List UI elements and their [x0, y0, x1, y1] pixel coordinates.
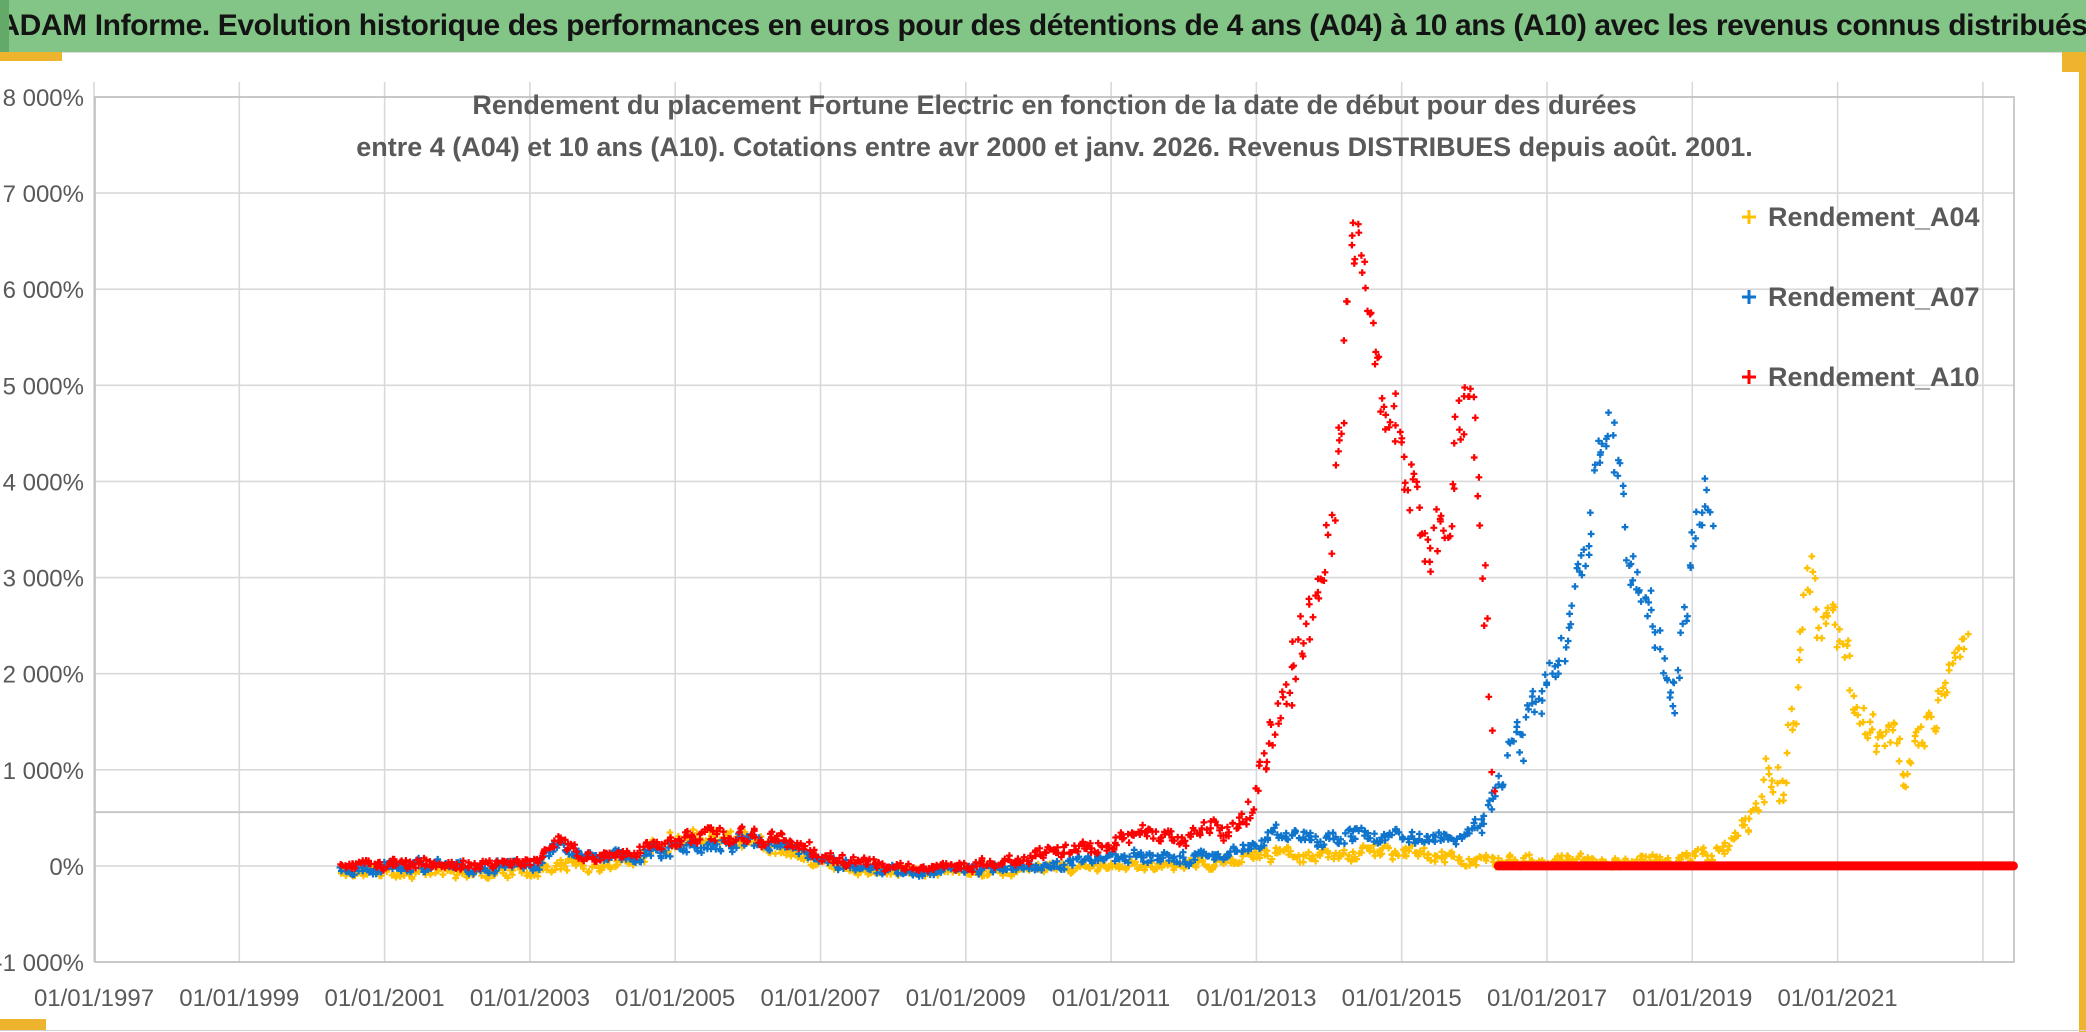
chart-title-line1: Rendement du placement Fortune Electric … — [472, 90, 1637, 120]
header-underline — [0, 52, 2086, 53]
plot-border — [94, 96, 2015, 963]
x-axis-label: 01/01/2007 — [760, 985, 880, 1012]
x-axis-label: 01/01/2009 — [906, 985, 1026, 1012]
y-axis-label: 3 000% — [3, 566, 84, 593]
plus-marker-icon — [1738, 288, 1760, 306]
y-axis-label: -1 000% — [0, 950, 84, 977]
x-axis-label: 01/01/2015 — [1342, 985, 1462, 1012]
plus-marker-icon — [1738, 368, 1760, 386]
header-left-accent — [0, 0, 9, 52]
y-axis-label: 7 000% — [3, 181, 84, 208]
chart-title-line2: entre 4 (A04) et 10 ans (A10). Cotations… — [356, 132, 1753, 162]
legend-item-label: Rendement_A07 — [1768, 281, 1980, 312]
y-axis-label: 1 000% — [3, 758, 84, 785]
x-axis-label: 01/01/2003 — [470, 985, 590, 1012]
chart-title: Rendement du placement Fortune Electric … — [95, 84, 2014, 168]
y-axis-label: 8 000% — [3, 85, 84, 112]
footer-yellow-accent — [0, 1019, 46, 1030]
x-axis-label: 01/01/2005 — [615, 985, 735, 1012]
x-axis-label: 01/01/2019 — [1632, 985, 1752, 1012]
legend-item-label: Rendement_A04 — [1768, 201, 1980, 232]
legend-item-Rendement_A10: Rendement_A10 — [1738, 360, 2068, 394]
header-yellow-accent — [0, 52, 62, 61]
x-axis-label: 01/01/2011 — [1052, 985, 1170, 1012]
x-axis-label: 01/01/1999 — [179, 985, 299, 1012]
legend-item-Rendement_A04: Rendement_A04 — [1738, 200, 2068, 234]
header-title: ADAM Informe. Evolution historique des p… — [0, 9, 2086, 42]
x-axis-label: 01/01/2013 — [1196, 985, 1316, 1012]
y-axis-label: 4 000% — [3, 469, 84, 496]
y-axis-label: 5 000% — [3, 373, 84, 400]
series-Rendement_A07 — [336, 409, 1717, 880]
x-axis-label: 01/01/2017 — [1487, 985, 1607, 1012]
frame-right-accent — [2079, 52, 2086, 1032]
x-axis-label: 01/01/2001 — [325, 985, 445, 1012]
y-axis-label: 6 000% — [3, 277, 84, 304]
plus-marker-icon — [1738, 208, 1760, 226]
x-axis-label: 01/01/2021 — [1778, 985, 1898, 1012]
footer-divider — [0, 1030, 2086, 1031]
y-axis-label: 2 000% — [3, 662, 84, 689]
legend: Rendement_A04 Rendement_A07 Rendement_A1… — [1738, 200, 2068, 440]
header-bar: ADAM Informe. Evolution historique des p… — [0, 0, 2086, 52]
x-axis-label: 01/01/1997 — [34, 985, 154, 1012]
series-Rendement_A10 — [337, 219, 1499, 876]
legend-item-label: Rendement_A10 — [1768, 361, 1980, 392]
y-axis-label: 0% — [49, 854, 84, 881]
legend-item-Rendement_A07: Rendement_A07 — [1738, 280, 2068, 314]
